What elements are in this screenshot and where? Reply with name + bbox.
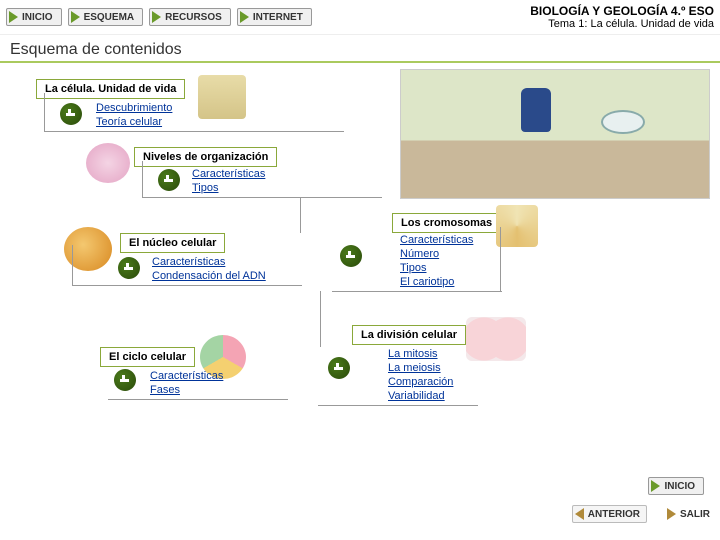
arrow-right-icon [667, 508, 676, 520]
node-division: La división celular [352, 325, 466, 345]
link-tipos-2[interactable]: Tipos [192, 181, 265, 195]
node-celula: La célula. Unidad de vida [36, 79, 185, 99]
play-icon [240, 11, 249, 23]
pointer-icon [340, 245, 362, 267]
nav-label: INICIO [22, 12, 53, 23]
node-ciclo: El ciclo celular [100, 347, 195, 367]
links-ciclo: Características Fases [150, 369, 223, 397]
nav-internet[interactable]: INTERNET [237, 8, 312, 26]
section-title: Esquema de contenidos [0, 35, 720, 63]
link-caracteristicas-3[interactable]: Características [152, 255, 266, 269]
link-caracteristicas-2[interactable]: Características [192, 167, 265, 181]
pointer-icon [158, 169, 180, 191]
link-teoria[interactable]: Teoría celular [96, 115, 172, 129]
links-nucleo: Características Condensación del ADN [152, 255, 266, 283]
node-nucleo: El núcleo celular [120, 233, 225, 253]
links-celula: Descubrimiento Teoría celular [96, 101, 172, 129]
lab-illustration [400, 69, 710, 199]
arrow-left-icon [575, 508, 584, 520]
pointer-icon [60, 103, 82, 125]
link-fases[interactable]: Fases [150, 383, 223, 397]
link-cariotipo[interactable]: El cariotipo [400, 275, 473, 289]
play-icon [71, 11, 80, 23]
thumb-chromosome [496, 205, 538, 247]
links-division: La mitosis La meiosis Comparación Variab… [388, 347, 453, 403]
link-condensacion[interactable]: Condensación del ADN [152, 269, 266, 283]
header-right: BIOLOGÍA Y GEOLOGÍA 4.º ESO Tema 1: La c… [530, 4, 714, 30]
nav-label: RECURSOS [165, 12, 222, 23]
link-descubrimiento[interactable]: Descubrimiento [96, 101, 172, 115]
link-comparacion[interactable]: Comparación [388, 375, 453, 389]
node-niveles: Niveles de organización [134, 147, 277, 167]
anterior-button[interactable]: ANTERIOR [572, 505, 647, 523]
link-caracteristicas-4[interactable]: Características [400, 233, 473, 247]
links-niveles: Características Tipos [192, 167, 265, 195]
top-nav: INICIO ESQUEMA RECURSOS INTERNET BIOLOGÍ… [0, 0, 720, 35]
nav-label: INTERNET [253, 12, 303, 23]
thumb-division [466, 317, 526, 361]
pointer-icon [118, 257, 140, 279]
thumb-cells [86, 143, 130, 183]
nav-esquema[interactable]: ESQUEMA [68, 8, 144, 26]
inicio-bottom[interactable]: INICIO [648, 477, 704, 495]
diagram-canvas: La célula. Unidad de vida Descubrimiento… [0, 69, 720, 529]
link-caracteristicas-5[interactable]: Características [150, 369, 223, 383]
nav-inicio[interactable]: INICIO [6, 8, 62, 26]
link-variabilidad[interactable]: Variabilidad [388, 389, 453, 403]
nav-label: SALIR [680, 509, 710, 520]
play-icon [152, 11, 161, 23]
node-cromosomas: Los cromosomas [392, 213, 501, 233]
nav-label: ANTERIOR [588, 509, 640, 520]
links-cromosomas: Características Número Tipos El cariotip… [400, 233, 473, 289]
nav-label: INICIO [664, 481, 695, 492]
header-subtitle: Tema 1: La célula. Unidad de vida [530, 18, 714, 30]
play-icon [9, 11, 18, 23]
header-title: BIOLOGÍA Y GEOLOGÍA 4.º ESO [530, 4, 714, 18]
link-tipos-4[interactable]: Tipos [400, 261, 473, 275]
link-numero[interactable]: Número [400, 247, 473, 261]
thumb-microscope [198, 75, 246, 119]
pointer-icon [114, 369, 136, 391]
link-mitosis[interactable]: La mitosis [388, 347, 453, 361]
salir-button[interactable]: SALIR [667, 508, 710, 520]
pointer-icon [328, 357, 350, 379]
nav-recursos[interactable]: RECURSOS [149, 8, 231, 26]
play-icon [651, 480, 660, 492]
bottom-nav: ANTERIOR SALIR [572, 505, 710, 523]
nav-label: ESQUEMA [84, 12, 135, 23]
link-meiosis[interactable]: La meiosis [388, 361, 453, 375]
